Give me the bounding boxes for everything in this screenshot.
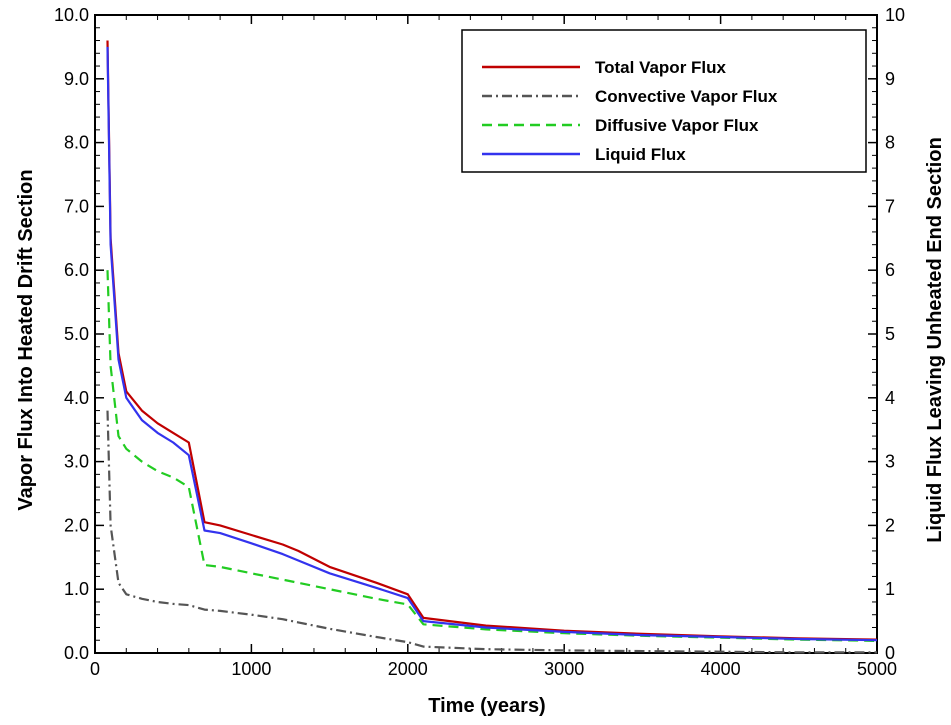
series-line-liquid-flux [106,46,878,642]
legend-box [461,29,867,173]
y-right-tick-label: 0 [885,643,895,663]
y-left-tick-label: 2.0 [64,515,89,535]
y-left-tick-label: 7.0 [64,196,89,216]
y-right-tick-label: 6 [885,260,895,280]
y-left-tick-label: 9.0 [64,69,89,89]
y-right-tick-group: 0 1 2 3 4 5 6 7 8 9 10 [868,5,905,663]
y-left-tick-label: 8.0 [64,133,89,153]
y-right-tick-label: 10 [885,5,905,25]
y-right-tick-label: 4 [885,388,895,408]
legend-label: Convective Vapor Flux [595,87,778,106]
y-left-tick-group: 0.0 1.0 2.0 3.0 4.0 5.0 6.0 7.0 8.0 9.0 10.0 [54,5,104,663]
y-right-tick-label: 2 [885,515,895,535]
y-right-tick-label: 3 [885,452,895,472]
y-left-axis-title: Vapor Flux Into Heated Drift Section [15,169,37,510]
x-tick-label: 2000 [388,659,428,679]
y-right-tick-label: 7 [885,196,895,216]
legend-label: Liquid Flux [595,145,686,164]
y-right-tick-label: 5 [885,324,895,344]
y-right-axis-title: Liquid Flux Leaving Unheated End Section [924,137,946,543]
y-right-tick-label: 8 [885,133,895,153]
series-line-total-vapor-flux [106,40,878,641]
y-left-tick-label: 3.0 [64,452,89,472]
x-tick-label: 1000 [231,659,271,679]
x-tick-label: 4000 [701,659,741,679]
legend-label: Diffusive Vapor Flux [595,116,759,135]
series-line-diffusive-vapor-flux [106,270,878,642]
x-axis-title: Time (years) [428,695,545,717]
x-tick-group: 0 1000 2000 3000 4000 5000 [90,15,897,679]
y-left-tick-label: 6.0 [64,260,89,280]
y-right-tick-label: 9 [885,69,895,89]
x-tick-label: 3000 [544,659,584,679]
y-left-tick-label: 0.0 [64,643,89,663]
series-line-convective-vapor-flux [106,410,877,654]
y-left-tick-label: 5.0 [64,324,89,344]
y-left-tick-label: 1.0 [64,579,89,599]
x-tick-label: 5000 [857,659,897,679]
y-left-tick-label: 4.0 [64,388,89,408]
legend: Total Vapor Flux Convective Vapor Flux Dif… [461,29,867,173]
x-tick-label: 0 [90,659,100,679]
y-right-tick-label: 1 [885,579,895,599]
y-left-tick-label: 10.0 [54,5,89,25]
series-group [106,40,878,654]
legend-label: Total Vapor Flux [595,58,727,77]
